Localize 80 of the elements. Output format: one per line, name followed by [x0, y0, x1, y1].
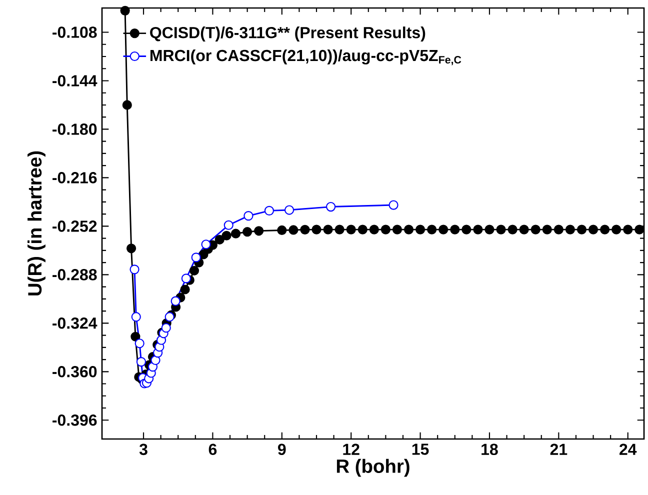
point [300, 224, 310, 234]
point [134, 338, 144, 348]
point [122, 100, 132, 110]
point [224, 220, 234, 230]
point [380, 224, 390, 234]
point [161, 323, 171, 333]
y-tick-label: -0.396 [52, 414, 97, 426]
point [230, 228, 241, 238]
x-axis-title: R (bohr) [336, 458, 410, 477]
point [264, 206, 274, 216]
y-tick-label: -0.144 [52, 75, 98, 86]
point [126, 244, 136, 254]
x-tick-label: 3 [139, 444, 148, 456]
point [288, 225, 298, 235]
y-tick-label: -0.216 [52, 172, 97, 184]
point [404, 224, 414, 234]
y-tick-label: -0.252 [52, 220, 97, 232]
x-tick-label: 15 [412, 444, 429, 455]
legend-label: QCISD(T)/6-311G** (Present Results) [150, 26, 426, 42]
point [170, 296, 180, 306]
y-tick-label: -0.108 [52, 26, 97, 38]
x-tick-label: 9 [278, 444, 286, 456]
point [388, 200, 398, 210]
point [484, 224, 494, 234]
x-tick-label: 18 [482, 444, 498, 456]
point [508, 224, 518, 234]
point [369, 224, 379, 234]
point [284, 205, 294, 215]
point [634, 224, 644, 234]
point [191, 252, 201, 262]
point [623, 224, 633, 234]
point [542, 224, 552, 234]
point [181, 274, 191, 284]
point [496, 224, 506, 234]
point [120, 6, 130, 16]
point [519, 224, 529, 234]
point [130, 264, 140, 274]
point [530, 224, 540, 234]
y-tick-label: -0.360 [52, 366, 97, 378]
point [150, 355, 160, 366]
y-tick-label: -0.180 [52, 124, 97, 135]
point [201, 240, 211, 250]
x-tick-label: 12 [343, 444, 360, 455]
point [334, 224, 344, 234]
point [427, 224, 437, 234]
point [473, 224, 483, 234]
point [346, 224, 356, 234]
point [450, 224, 460, 234]
x-tick-label: 21 [550, 444, 568, 455]
legend-label: MRCI(or CASSCF(21,10))/aug-cc-pV5Z$_{Fe,C}$ [150, 49, 462, 66]
point [214, 234, 224, 244]
x-tick-label: 6 [208, 444, 217, 456]
point [180, 284, 190, 294]
point [358, 224, 368, 234]
y-tick-label: -0.288 [52, 269, 97, 280]
point [554, 224, 564, 234]
y-tick-label: -0.324 [52, 317, 98, 329]
point [438, 224, 448, 234]
point [323, 224, 333, 234]
x-tick-label: 24 [620, 444, 637, 455]
point [312, 224, 322, 234]
point [462, 224, 472, 234]
point [576, 224, 587, 234]
y-axis-title: U(R) (in hartree) [28, 151, 46, 296]
point [244, 211, 254, 221]
point [612, 224, 622, 234]
point [600, 224, 610, 234]
point [392, 224, 402, 234]
point [326, 202, 336, 212]
point [588, 224, 598, 234]
point [242, 227, 252, 237]
point [254, 226, 264, 236]
point [222, 230, 232, 240]
point [415, 224, 426, 234]
point [131, 312, 141, 322]
point [565, 224, 576, 234]
point [136, 357, 146, 367]
point [189, 266, 200, 276]
point [277, 225, 287, 236]
point [130, 332, 140, 342]
